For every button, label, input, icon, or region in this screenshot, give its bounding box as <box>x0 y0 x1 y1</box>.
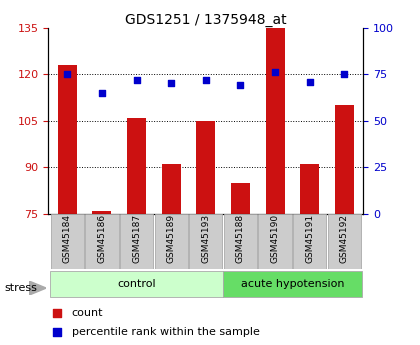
Text: GSM45191: GSM45191 <box>305 214 314 263</box>
Text: control: control <box>117 279 156 289</box>
Point <box>237 82 244 88</box>
Point <box>99 90 105 96</box>
Text: GSM45192: GSM45192 <box>340 214 349 263</box>
FancyBboxPatch shape <box>293 214 326 269</box>
FancyBboxPatch shape <box>258 214 291 269</box>
Bar <box>162 164 181 345</box>
FancyBboxPatch shape <box>51 214 84 269</box>
Bar <box>300 164 319 345</box>
Text: stress: stress <box>4 283 37 293</box>
Text: GSM45189: GSM45189 <box>167 214 176 263</box>
Point <box>168 81 175 86</box>
Point <box>306 79 313 85</box>
FancyBboxPatch shape <box>224 214 257 269</box>
Bar <box>58 65 77 345</box>
FancyBboxPatch shape <box>155 214 188 269</box>
Point <box>53 329 60 335</box>
Point <box>133 77 140 82</box>
FancyBboxPatch shape <box>120 214 153 269</box>
Text: acute hypotension: acute hypotension <box>241 279 344 289</box>
Text: GSM45186: GSM45186 <box>97 214 106 263</box>
Text: GSM45193: GSM45193 <box>201 214 210 263</box>
FancyBboxPatch shape <box>189 214 223 269</box>
Point <box>202 77 209 82</box>
Text: GSM45187: GSM45187 <box>132 214 141 263</box>
Point <box>272 70 278 75</box>
Point <box>341 71 348 77</box>
Text: count: count <box>71 308 103 318</box>
Bar <box>335 105 354 345</box>
FancyBboxPatch shape <box>328 214 361 269</box>
Point <box>64 71 71 77</box>
Text: GSM45190: GSM45190 <box>270 214 280 263</box>
Bar <box>92 211 111 345</box>
FancyBboxPatch shape <box>50 270 223 297</box>
Text: GSM45184: GSM45184 <box>63 214 72 263</box>
FancyBboxPatch shape <box>223 270 362 297</box>
Text: percentile rank within the sample: percentile rank within the sample <box>71 327 260 337</box>
Text: GSM45188: GSM45188 <box>236 214 245 263</box>
Point <box>53 310 60 316</box>
Bar <box>231 183 250 345</box>
Title: GDS1251 / 1375948_at: GDS1251 / 1375948_at <box>125 12 286 27</box>
Bar <box>127 118 146 345</box>
FancyBboxPatch shape <box>85 214 118 269</box>
Polygon shape <box>29 281 46 295</box>
Bar <box>196 121 215 345</box>
Bar <box>265 28 285 345</box>
